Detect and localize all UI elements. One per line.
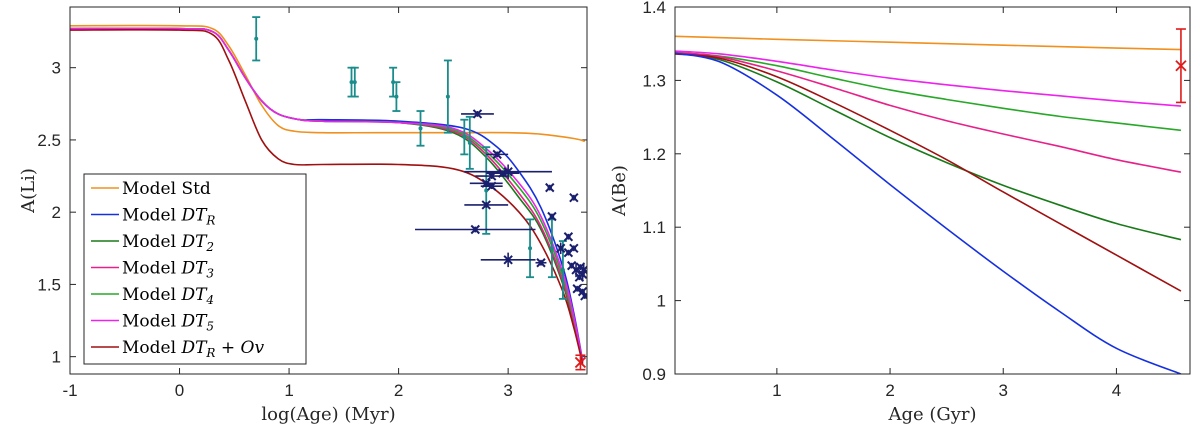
- y-tick-label: 1.2: [642, 145, 666, 164]
- y-tick-label: 1.3: [642, 71, 666, 90]
- series-line-2: [675, 51, 1182, 132]
- y-tick-label: 2.5: [37, 131, 61, 150]
- star-point: [556, 242, 566, 255]
- y-tick-label: 1.5: [37, 275, 61, 294]
- y-tick-label: 3: [52, 59, 61, 78]
- x-tick-label: 2: [885, 381, 894, 400]
- cluster-point: [526, 218, 535, 279]
- star-point: [563, 247, 574, 258]
- cluster-point: [465, 115, 474, 170]
- left-chart-lithium: -1 0 1 2 3 1 1.5 2 2.5 3 log(Age) (Myr) A(Li) Model …: [18, 6, 588, 425]
- star-point: [577, 286, 587, 297]
- star-point: [545, 182, 555, 193]
- y-tick-label: 1.4: [642, 0, 666, 17]
- x-tick-label: 3: [503, 381, 512, 400]
- x-axis-label: log(Age) (Myr): [261, 404, 395, 425]
- cluster-point: [392, 81, 401, 112]
- y-tick-label: 1: [52, 348, 61, 367]
- series-line-6: [675, 52, 1182, 374]
- sun-point: [1175, 28, 1187, 104]
- cluster-point: [416, 110, 425, 147]
- star-point: [547, 211, 557, 222]
- legend-label: Model DT2: [122, 232, 214, 254]
- star-point: [486, 149, 509, 160]
- x-tick-label: 4: [1112, 381, 1121, 400]
- x-tick-label: 3: [999, 381, 1008, 400]
- legend-label: Model DT5: [122, 312, 214, 334]
- legend-label: Model DT4: [122, 285, 214, 307]
- y-axis-label: A(Li): [18, 168, 39, 214]
- series-line-6: [70, 29, 584, 365]
- legend-box: [83, 173, 307, 365]
- star-point: [464, 200, 509, 210]
- axes-frame: [69, 6, 588, 375]
- series-line-3: [675, 51, 1182, 173]
- cluster-point: [389, 66, 398, 98]
- star-point: [415, 224, 536, 235]
- x-tick-label: 1: [284, 381, 293, 400]
- star-point: [572, 284, 582, 294]
- legend: Model Std Model DTR Model DT2 Model DT3 Mode…: [83, 173, 307, 365]
- legend-label: Model DT3: [122, 259, 214, 281]
- plot-area: [675, 35, 1182, 374]
- y-tick-label: 0.9: [642, 365, 666, 384]
- star-point: [480, 181, 503, 191]
- star-point: [563, 232, 574, 242]
- cluster-point: [460, 118, 469, 156]
- cluster-point: [482, 146, 491, 235]
- y-tick-label: 1.1: [642, 218, 666, 237]
- star-point: [579, 262, 587, 278]
- y-tick-label: 2: [52, 203, 61, 222]
- star-point: [464, 164, 552, 179]
- star-point: [566, 260, 577, 271]
- axes-frame: [674, 6, 1191, 375]
- star-point: [480, 252, 536, 268]
- cluster-point: [350, 66, 359, 98]
- series-line-5: [70, 27, 584, 363]
- x-tick-label: -1: [62, 381, 77, 400]
- star-point: [569, 193, 579, 203]
- x-tick-label: 1: [772, 381, 781, 400]
- series-line-0: [70, 24, 586, 143]
- star-point: [535, 258, 547, 268]
- x-axis-label: Age (Gyr): [887, 404, 976, 425]
- series-line-1: [675, 50, 1182, 107]
- x-tick-label: 0: [175, 381, 184, 400]
- cluster-point: [252, 16, 261, 62]
- right-chart-beryllium: 1 2 3 4 0.9 1 1.1 1.2 1.3 1.4 Age (Gyr) A(Be): [609, 0, 1191, 425]
- plot-area: [70, 16, 587, 365]
- series-line-4: [675, 52, 1182, 241]
- series-line-5: [675, 53, 1182, 292]
- legend-label: Model Std: [122, 179, 211, 199]
- star-point: [461, 109, 494, 119]
- sun-point: [574, 354, 587, 371]
- legend-label: Model DTR: [122, 206, 215, 228]
- y-axis-label: A(Be): [609, 165, 630, 217]
- x-tick-label: 2: [394, 381, 403, 400]
- cluster-point: [443, 59, 452, 134]
- series-line-0: [675, 35, 1181, 51]
- y-tick-label: 1: [657, 292, 666, 311]
- legend-label: Model DTR + Ov: [122, 338, 264, 360]
